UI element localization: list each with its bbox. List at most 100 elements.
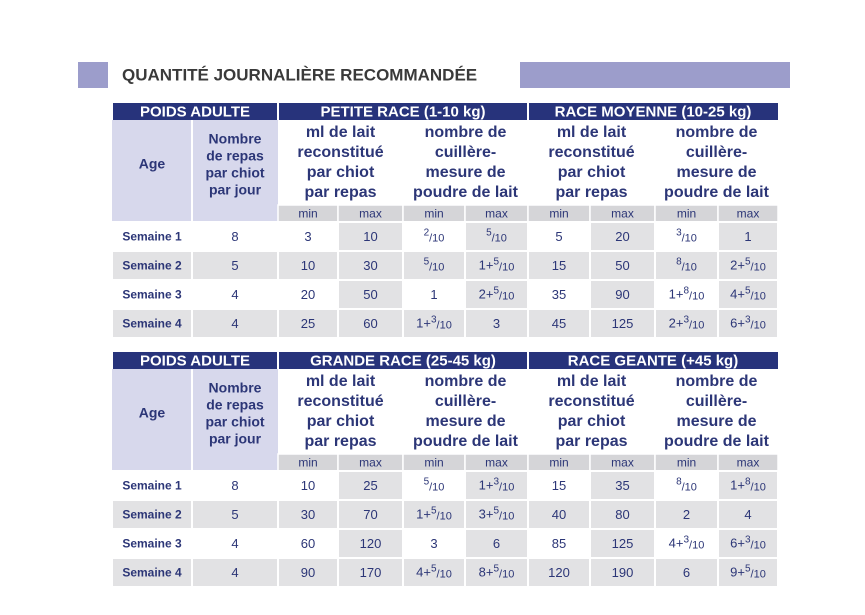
column-label: par chiot bbox=[558, 413, 626, 430]
fraction-whole: 4+ bbox=[416, 565, 431, 580]
week-label: Semaine 2 bbox=[122, 508, 182, 522]
cell bbox=[717, 470, 779, 501]
cell-value: 120 bbox=[548, 565, 570, 580]
fraction-numerator: 8 bbox=[745, 476, 751, 487]
cell-value: 15 bbox=[552, 258, 566, 273]
cell bbox=[527, 221, 591, 252]
fraction-whole: 2+ bbox=[479, 287, 494, 302]
cell-fraction: 2/10 bbox=[424, 227, 445, 244]
week-label: Semaine 2 bbox=[122, 259, 182, 273]
column-label: poudre de lait bbox=[413, 433, 519, 450]
fraction-whole: 1+ bbox=[730, 478, 745, 493]
cell-fraction: 1+5/10 bbox=[416, 505, 452, 522]
meals-label: par jour bbox=[209, 431, 262, 447]
column-header: POIDS ADULTE bbox=[140, 103, 250, 120]
cell-value: 50 bbox=[363, 287, 377, 302]
cell-value: 6 bbox=[493, 536, 500, 551]
fraction-numerator: 3 bbox=[676, 227, 682, 238]
minmax-label: max bbox=[359, 207, 382, 221]
column-label: nombre de bbox=[425, 373, 507, 390]
cell bbox=[277, 528, 339, 559]
minmax-label: min bbox=[424, 456, 443, 470]
fraction-numerator: 3 bbox=[745, 314, 751, 325]
meals-value: 5 bbox=[231, 258, 238, 273]
column-label: mesure de bbox=[676, 413, 756, 430]
column-header: POIDS ADULTE bbox=[140, 352, 250, 369]
minmax-label: max bbox=[359, 456, 382, 470]
meals-label: par chiot bbox=[205, 414, 264, 430]
meals-label: Nombre bbox=[209, 380, 262, 396]
week-label: Semaine 1 bbox=[122, 479, 182, 493]
cell-value: 50 bbox=[615, 258, 629, 273]
cell-fraction: 4+5/10 bbox=[730, 285, 766, 302]
minmax-label: min bbox=[549, 456, 568, 470]
cell bbox=[654, 221, 719, 252]
fraction-numerator: 5 bbox=[493, 256, 499, 267]
group-header: GRANDE RACE (25-45 kg) bbox=[310, 352, 496, 369]
cell-value: 20 bbox=[615, 229, 629, 244]
column-label: par repas bbox=[555, 433, 627, 450]
cell bbox=[717, 528, 779, 559]
age-label: Age bbox=[139, 156, 166, 172]
cell-value: 40 bbox=[552, 507, 566, 522]
fraction-denominator: /10 bbox=[499, 481, 514, 493]
column-label: cuillère- bbox=[686, 144, 747, 161]
group-header: PETITE RACE (1-10 kg) bbox=[320, 103, 485, 120]
cell bbox=[337, 470, 404, 501]
minmax-label: min bbox=[677, 456, 696, 470]
cell-value: 90 bbox=[301, 565, 315, 580]
fraction-denominator: /10 bbox=[751, 568, 766, 580]
label-block bbox=[112, 369, 278, 471]
cell bbox=[527, 499, 591, 530]
column-label: nombre de bbox=[676, 373, 758, 390]
cell-fraction: 1+5/10 bbox=[479, 256, 515, 273]
fraction-denominator: /10 bbox=[499, 510, 514, 522]
fraction-numerator: 5 bbox=[431, 563, 437, 574]
cell-fraction: 8+5/10 bbox=[479, 563, 515, 580]
cell-value: 60 bbox=[363, 316, 377, 331]
cell bbox=[191, 221, 279, 252]
fraction-whole: 4+ bbox=[669, 536, 684, 551]
cell bbox=[527, 279, 591, 310]
meals-value: 8 bbox=[231, 229, 238, 244]
cell bbox=[654, 308, 719, 339]
cell-value: 10 bbox=[363, 229, 377, 244]
fraction-whole: 3+ bbox=[479, 507, 494, 522]
fraction-numerator: 5 bbox=[486, 227, 492, 238]
cell bbox=[589, 279, 656, 310]
fraction-denominator: /10 bbox=[689, 290, 704, 302]
cell bbox=[337, 308, 404, 339]
page-title: QUANTITÉ JOURNALIÈRE RECOMMANDÉE bbox=[122, 65, 477, 84]
column-label: mesure de bbox=[676, 164, 756, 181]
cell-value: 70 bbox=[363, 507, 377, 522]
cell bbox=[464, 221, 529, 252]
meals-value: 4 bbox=[231, 287, 238, 302]
fraction-numerator: 5 bbox=[745, 256, 751, 267]
cell-fraction: 5/10 bbox=[424, 256, 445, 273]
column-label: par repas bbox=[304, 433, 376, 450]
cell-fraction: 1+3/10 bbox=[479, 476, 515, 493]
week-label: Semaine 4 bbox=[122, 566, 182, 580]
meals-value: 4 bbox=[231, 536, 238, 551]
cell-value: 3 bbox=[493, 316, 500, 331]
cell-value: 45 bbox=[552, 316, 566, 331]
meals-label: Nombre bbox=[209, 131, 262, 147]
week-label: Semaine 3 bbox=[122, 288, 182, 302]
cell bbox=[589, 308, 656, 339]
minmax-label: max bbox=[737, 207, 760, 221]
cell bbox=[589, 499, 656, 530]
meals-value: 4 bbox=[231, 565, 238, 580]
cell-value: 80 bbox=[615, 507, 629, 522]
column-label: par chiot bbox=[307, 164, 375, 181]
cell bbox=[191, 499, 279, 530]
column-label: par repas bbox=[304, 184, 376, 201]
meals-label: par jour bbox=[209, 182, 262, 198]
minmax-label: min bbox=[424, 207, 443, 221]
cell-fraction: 5/10 bbox=[486, 227, 507, 244]
cell-fraction: 4+3/10 bbox=[669, 534, 705, 551]
cell-value: 5 bbox=[555, 229, 562, 244]
column-label: par chiot bbox=[307, 413, 375, 430]
cell-fraction: 2+5/10 bbox=[730, 256, 766, 273]
fraction-numerator: 5 bbox=[745, 563, 751, 574]
fraction-numerator: 5 bbox=[493, 563, 499, 574]
